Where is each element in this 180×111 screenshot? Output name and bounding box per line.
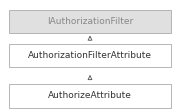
Bar: [9, 44, 171, 67]
Bar: [9, 10, 171, 33]
Bar: [9, 84, 171, 108]
Text: AuthorizationFilterAttribute: AuthorizationFilterAttribute: [28, 51, 152, 60]
Text: AuthorizeAttribute: AuthorizeAttribute: [48, 91, 132, 100]
Text: IAuthorizationFilter: IAuthorizationFilter: [47, 17, 133, 26]
